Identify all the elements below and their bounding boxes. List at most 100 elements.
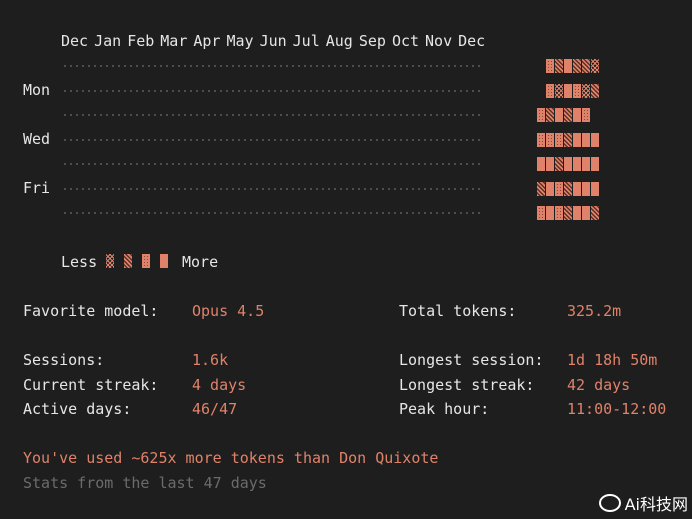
heatmap-cell	[510, 157, 518, 171]
heatmap-cell	[600, 84, 608, 98]
heatmap-cell	[591, 157, 599, 171]
heatmap-cell	[573, 206, 581, 220]
heatmap-cell	[519, 59, 527, 73]
heatmap-cell	[555, 182, 563, 196]
heatmap-cell	[600, 206, 608, 220]
heatmap-cell	[564, 108, 572, 122]
heatmap-cell	[600, 182, 608, 196]
heatmap-empty-dots	[62, 212, 482, 214]
watermark: Ai科技网	[598, 491, 688, 515]
heatmap-cell	[546, 84, 554, 98]
heatmap-cell	[555, 206, 563, 220]
heatmap-cell	[492, 108, 500, 122]
month-label: Oct	[391, 32, 420, 50]
heatmap-cell	[510, 133, 518, 147]
heatmap-cell	[528, 206, 536, 220]
month-label: Mar	[160, 32, 188, 50]
heatmap-cell	[528, 157, 536, 171]
heatmap-cell	[492, 182, 500, 196]
legend-swatch	[142, 254, 150, 268]
heatmap-cell	[510, 182, 518, 196]
heatmap-cell	[501, 157, 509, 171]
month-label: Feb	[127, 32, 155, 50]
active-days-label: Active days:	[23, 400, 132, 418]
heatmap-cell	[501, 182, 509, 196]
heatmap-cell	[555, 108, 563, 122]
heatmap-cell	[501, 133, 509, 147]
heatmap-cell	[510, 206, 518, 220]
day-label-wed: Wed	[23, 130, 51, 148]
month-label: Apr	[193, 32, 221, 50]
favorite-model-value: Opus 4.5	[192, 302, 265, 320]
heatmap-cell	[564, 182, 572, 196]
legend-less-label: Less	[61, 253, 98, 271]
heatmap-cell	[582, 182, 590, 196]
fun-fact-text: You've used ~625x more tokens than Don Q…	[23, 449, 439, 467]
month-label: Sep	[358, 32, 386, 50]
heatmap-row	[62, 59, 599, 73]
active-days-value: 46/47	[192, 400, 238, 418]
heatmap-cell	[492, 84, 500, 98]
month-label: Jan	[94, 32, 122, 50]
heatmap-empty-dots	[62, 139, 482, 141]
sessions-label: Sessions:	[23, 351, 105, 369]
heatmap-empty-dots	[62, 65, 482, 67]
heatmap-cell	[591, 84, 599, 98]
heatmap-cell	[573, 157, 581, 171]
heatmap-cell	[519, 206, 527, 220]
heatmap-cell	[591, 206, 599, 220]
heatmap-cell	[501, 108, 509, 122]
heatmap-cell	[564, 133, 572, 147]
heatmap-cell	[573, 84, 581, 98]
heatmap-cell	[591, 59, 599, 73]
month-label: Aug	[325, 32, 353, 50]
heatmap-cell	[519, 182, 527, 196]
heatmap-cell	[555, 157, 563, 171]
heatmap-row	[62, 182, 599, 196]
heatmap-month-header: Dec Jan Feb Mar Apr May Jun Jul Aug Sep Oct Nov Dec	[61, 32, 491, 50]
heatmap-row	[62, 206, 599, 220]
legend-swatch	[106, 254, 114, 268]
heatmap-cell	[537, 108, 545, 122]
heatmap-cell	[537, 59, 545, 73]
heatmap-cell	[600, 59, 608, 73]
peak-hour-label: Peak hour:	[399, 400, 490, 418]
weibo-icon	[598, 494, 621, 512]
heatmap-cell	[573, 133, 581, 147]
heatmap-row	[62, 108, 590, 122]
heatmap-empty-dots	[62, 114, 482, 116]
heatmap-cell	[546, 157, 554, 171]
heatmap-cell	[573, 182, 581, 196]
heatmap-cell	[492, 206, 500, 220]
heatmap-cell	[537, 133, 545, 147]
heatmap-cell	[600, 157, 608, 171]
heatmap-cell	[519, 108, 527, 122]
heatmap-empty-dots	[62, 90, 482, 92]
heatmap-cell	[510, 59, 518, 73]
watermark-text: Ai科技网	[624, 495, 688, 514]
heatmap-cell	[528, 84, 536, 98]
heatmap-cell	[591, 108, 599, 122]
heatmap-cell	[555, 133, 563, 147]
heatmap-cell	[537, 157, 545, 171]
heatmap-cell	[555, 59, 563, 73]
heatmap-cell	[492, 59, 500, 73]
heatmap-cell	[591, 182, 599, 196]
heatmap-row	[62, 157, 599, 171]
current-streak-label: Current streak:	[23, 376, 159, 394]
month-label: Jul	[292, 32, 320, 50]
heatmap-cell	[501, 59, 509, 73]
total-tokens-value: 325.2m	[567, 302, 622, 320]
month-label: Dec	[458, 32, 486, 50]
day-label-fri: Fri	[23, 179, 51, 197]
heatmap-cell	[501, 206, 509, 220]
heatmap-cell	[555, 84, 563, 98]
heatmap-cell	[546, 59, 554, 73]
heatmap-cell	[510, 84, 518, 98]
heatmap-cell	[519, 133, 527, 147]
heatmap-cell	[510, 108, 518, 122]
longest-streak-label: Longest streak:	[399, 376, 535, 394]
longest-session-value: 1d 18h 50m	[567, 351, 658, 369]
month-label: May	[226, 32, 254, 50]
heatmap-cell	[600, 133, 608, 147]
